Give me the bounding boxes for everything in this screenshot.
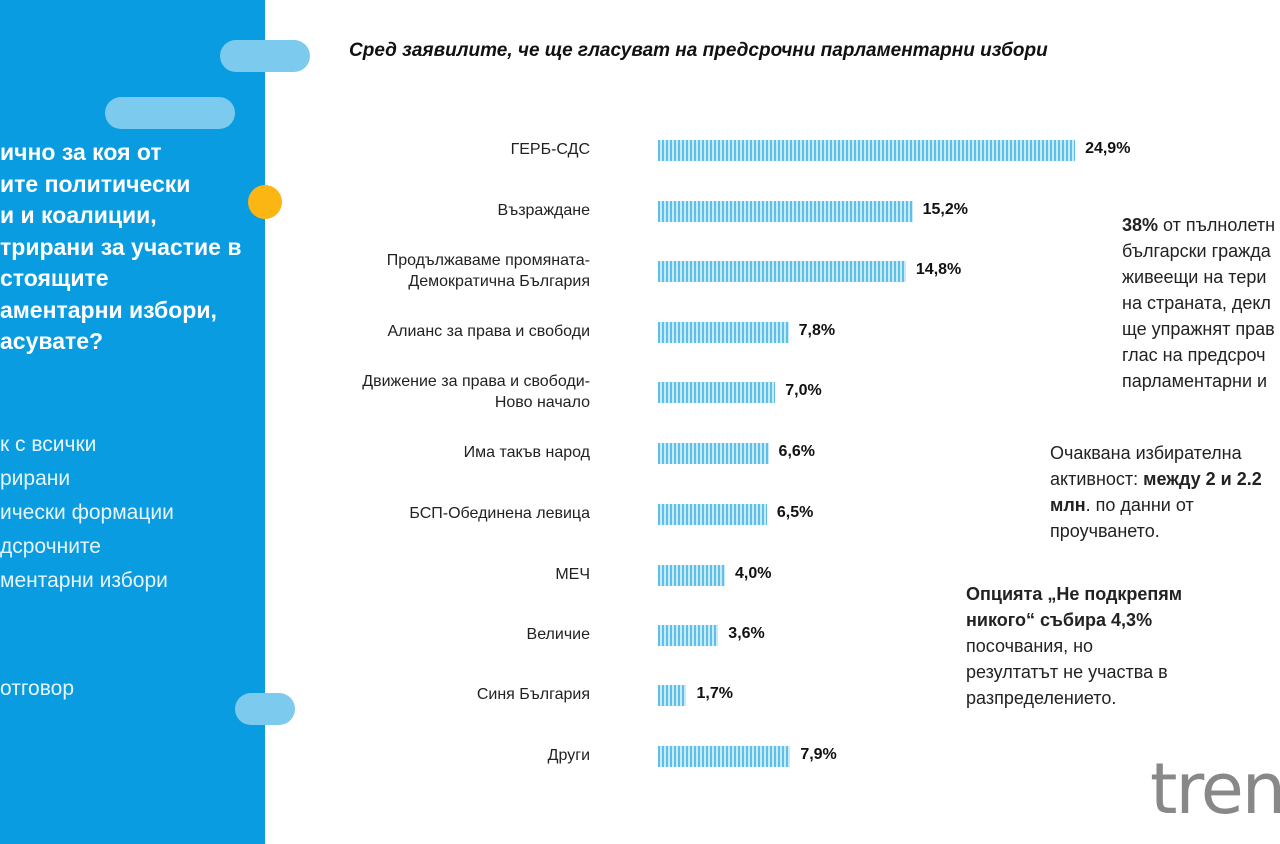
estimate-text-end: . по данни от проучването. — [1050, 495, 1194, 541]
bar — [658, 746, 791, 767]
decor-dot — [248, 185, 282, 219]
value-label: 6,6% — [778, 443, 816, 460]
value-label: 7,8% — [798, 322, 836, 339]
no-support-bold: Опцията „Не подкрепям никого“ събира 4,3… — [966, 584, 1183, 630]
decor-pill — [220, 40, 265, 72]
value-label: 3,6% — [728, 625, 765, 642]
category-label: Възраждане — [497, 202, 590, 219]
bar — [658, 685, 687, 706]
bar — [658, 261, 906, 282]
category-label: ГЕРБ-СДС — [510, 141, 590, 158]
share-text: от пълнолетн български гражда живеещи на… — [1122, 215, 1276, 391]
category-label: Движение за права и свободи- Ново начало — [362, 373, 590, 411]
bar — [658, 382, 776, 403]
decor-pill — [235, 693, 265, 725]
share-bold: 38% — [1122, 215, 1159, 235]
turnout-share-text: 38% от пълнолетн български гражда живеещ… — [1122, 212, 1275, 394]
decor-pill — [265, 40, 310, 72]
value-label: 15,2% — [922, 201, 968, 218]
no-support-rest: посочвания, но резултатът не участва в р… — [966, 636, 1168, 708]
value-label: 4,0% — [735, 565, 772, 582]
decor-pill — [105, 97, 235, 129]
decor-pill — [265, 693, 295, 725]
survey-note: к с всички рирани ически формации дсрочн… — [0, 433, 174, 592]
category-label: Величие — [526, 626, 590, 643]
category-label: МЕЧ — [555, 566, 590, 583]
category-label: Има такъв народ — [463, 444, 590, 461]
estimate-bold: между 2 и 2.2 млн — [1050, 469, 1262, 515]
category-label: БСП-Обединена левица — [409, 505, 590, 522]
no-support-text: Опцията „Не подкрепям никого“ събира 4,3… — [966, 581, 1182, 711]
estimate-text: Очаквана избирателна активност: — [1050, 443, 1242, 489]
answer-note: отговор — [0, 677, 74, 700]
turnout-estimate-text: Очаквана избирателна активност: между 2 … — [1050, 440, 1262, 544]
bar — [658, 504, 767, 525]
value-label: 6,5% — [776, 504, 814, 521]
bar — [658, 322, 789, 343]
category-label: Продължаваме промяната- Демократична Бъл… — [386, 252, 590, 290]
value-label: 14,8% — [915, 261, 962, 278]
trend-logo: tren — [1150, 748, 1280, 830]
value-label: 7,0% — [785, 382, 822, 399]
category-label: Синя България — [476, 686, 590, 703]
bar — [658, 625, 719, 646]
bar — [658, 565, 725, 586]
value-label: 1,7% — [696, 685, 733, 702]
survey-question: ично за коя от ите политически и и коали… — [0, 139, 242, 354]
bar — [658, 140, 1076, 161]
category-label: Алианс за права и свободи — [387, 323, 590, 340]
bar — [658, 201, 913, 222]
question-panel: ично за коя от ите политически и и коали… — [0, 0, 265, 844]
value-label: 24,9% — [1085, 140, 1131, 157]
category-label: Други — [547, 747, 590, 764]
bar — [658, 443, 769, 464]
value-label: 7,9% — [800, 746, 837, 763]
chart-title: Сред заявилите, че ще гласуват на предср… — [349, 40, 1048, 61]
